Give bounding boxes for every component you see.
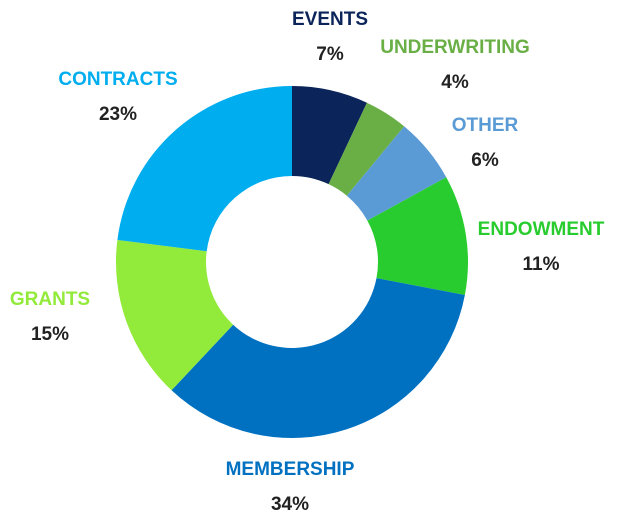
slice-value: 11% bbox=[523, 254, 560, 275]
donut-slice bbox=[292, 86, 367, 185]
slice-label: UNDERWRITING bbox=[380, 37, 530, 58]
slice-label: GRANTS bbox=[10, 289, 90, 310]
donut-slice bbox=[115, 239, 234, 391]
slice-value: 4% bbox=[441, 72, 469, 93]
slice-value: 23% bbox=[99, 104, 137, 125]
slice-label: CONTRACTS bbox=[58, 69, 177, 90]
slice-label: MEMBERSHIP bbox=[226, 459, 355, 480]
donut-slice bbox=[117, 86, 292, 252]
slice-label: EVENTS bbox=[292, 9, 368, 30]
donut-slice bbox=[367, 177, 469, 295]
donut-slice bbox=[346, 126, 447, 221]
donut-slice bbox=[171, 278, 465, 439]
slice-value: 7% bbox=[316, 44, 344, 65]
donut-slice bbox=[328, 102, 405, 196]
slice-label: OTHER bbox=[452, 115, 519, 136]
slice-value: 34% bbox=[271, 494, 309, 515]
slice-value: 6% bbox=[471, 150, 499, 171]
slice-label: ENDOWMENT bbox=[478, 219, 605, 240]
slice-value: 15% bbox=[31, 324, 69, 345]
